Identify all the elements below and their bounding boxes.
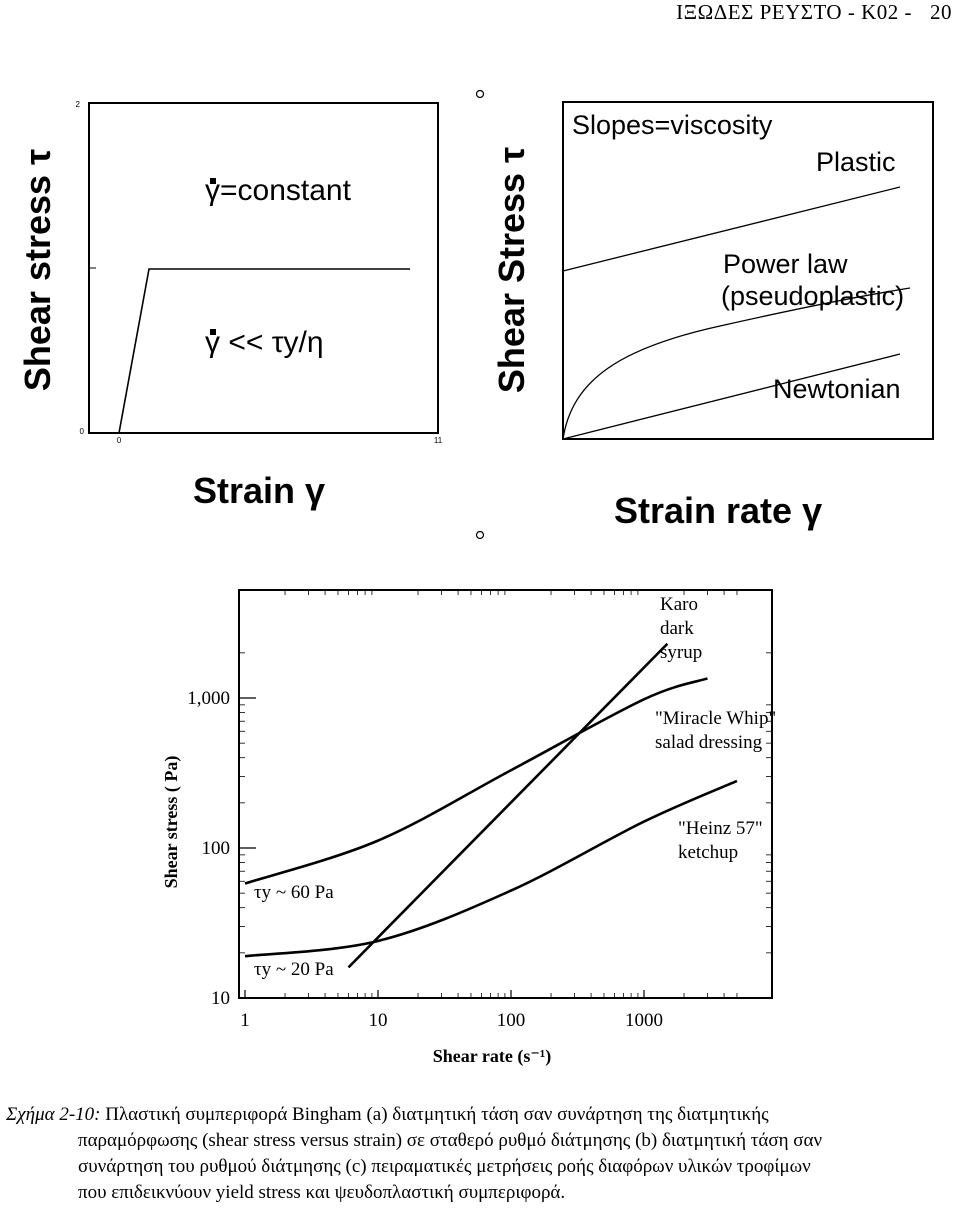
figure-b-label-pseudoplastic: (pseudoplastic) <box>721 281 904 311</box>
yield-stress-annotation: τy ~ 60 Pa <box>254 882 334 903</box>
series-label-1: "Miracle Whip" <box>655 708 776 729</box>
x-tick-label: 10 <box>369 1010 388 1031</box>
chart-plot-frame <box>238 589 773 999</box>
y-tick-label: 100 <box>202 838 231 859</box>
chart-axis-ticks: 1 10 100 1000 10 100 1,000 <box>187 590 772 1031</box>
header-title: ΙΞΩΔΕΣ ΡΕΥΣΤΟ - Κ02 - <box>676 0 912 24</box>
caption-line-3: συνάρτηση του ρυθμού διάτμησης (c) πειρα… <box>78 1156 811 1177</box>
figure-a-ytick-bottom: 0 <box>80 427 85 436</box>
caption-label: Σχήμα 2-10: <box>6 1104 101 1125</box>
caption-line-4: που επιδεικνύουν yield stress και ψευδοπ… <box>78 1182 566 1203</box>
figure-b-label-newtonian: Newtonian <box>773 374 901 404</box>
figure-b-plastic-line <box>562 186 901 272</box>
y-tick-label: 1,000 <box>187 688 230 709</box>
figure-a-ylabel: Shear stress τ <box>17 149 58 391</box>
series-label-1: salad dressing <box>655 732 763 753</box>
yield-stress-annotation: τy ~ 20 Pa <box>254 959 334 980</box>
figure-a-xlabel: Strain γ <box>193 470 325 511</box>
series-label-0: dark <box>660 618 694 639</box>
figure-canvas: 2 0 0 11 γ=constant γ << τy/η Shear stre… <box>17 89 934 1067</box>
x-tick-label: 1 <box>240 1010 250 1031</box>
page-number: 20 <box>930 0 952 24</box>
figure-b-newtonian-line <box>562 353 901 440</box>
series-label-0: Karo <box>660 594 698 615</box>
series-label-0: syrup <box>660 642 702 663</box>
figure-b-ylabel: Shear Stress τ <box>491 147 532 393</box>
series-label-2: "Heinz 57" <box>678 818 763 839</box>
x-tick-label: 100 <box>497 1010 526 1031</box>
figure-b-title: Slopes=viscosity <box>572 110 773 140</box>
dot-mark-icon <box>475 89 485 99</box>
figure-a-frame <box>88 102 439 434</box>
chart-xlabel: Shear rate (s⁻¹) <box>433 1046 552 1067</box>
gamma-dot-icon <box>210 178 216 184</box>
figure-a: 2 0 0 11 γ=constant γ << τy/η Shear stre… <box>17 100 443 511</box>
figure-c-chart: 1 10 100 1000 10 100 1,000 Karo dark syrup "Mirac… <box>161 589 776 1067</box>
chart-series-labels: Karo dark syrup "Miracle Whip" salad dressin… <box>254 594 776 980</box>
figure-a-xtick-left: 0 <box>117 436 122 445</box>
figure-b-label-plastic: Plastic <box>816 147 896 177</box>
caption-line-1: Πλαστική συμπεριφορά Bingham (a) διατμητ… <box>105 1104 769 1125</box>
caption-line-2: παραμόρφωσης (shear stress versus strain… <box>78 1130 823 1151</box>
figure-a-xtick-right: 11 <box>434 436 443 445</box>
figure-a-label-constant: γ=constant <box>205 174 352 207</box>
figure-b: Slopes=viscosity Plastic Power law (pseu… <box>475 89 934 540</box>
chart-series-group <box>244 642 738 969</box>
figure-b-label-powerlaw: Power law <box>723 249 848 279</box>
dot-mark-icon <box>475 530 485 540</box>
y-tick-label: 10 <box>211 988 230 1009</box>
x-tick-label: 1000 <box>625 1010 663 1031</box>
figure-a-curve <box>118 268 410 434</box>
figure-b-xlabel: Strain rate γ <box>614 490 822 531</box>
figure-caption: Σχήμα 2-10: Πλαστική συμπεριφορά Bingham… <box>6 1102 954 1206</box>
series-line-1 <box>244 677 708 885</box>
figure-a-label-condition: γ << τy/η <box>205 326 324 359</box>
gamma-dot-icon <box>210 329 216 335</box>
figure-a-ytick-top: 2 <box>76 100 81 109</box>
series-line-2 <box>244 779 738 958</box>
figure-b-powerlaw-curve <box>562 287 911 440</box>
page-header: ΙΞΩΔΕΣ ΡΕΥΣΤΟ - Κ02 - 20 <box>676 0 952 25</box>
chart-ylabel: Shear stress ( Pa) <box>161 756 182 889</box>
series-label-2: ketchup <box>678 842 738 863</box>
series-line-0 <box>347 642 669 969</box>
